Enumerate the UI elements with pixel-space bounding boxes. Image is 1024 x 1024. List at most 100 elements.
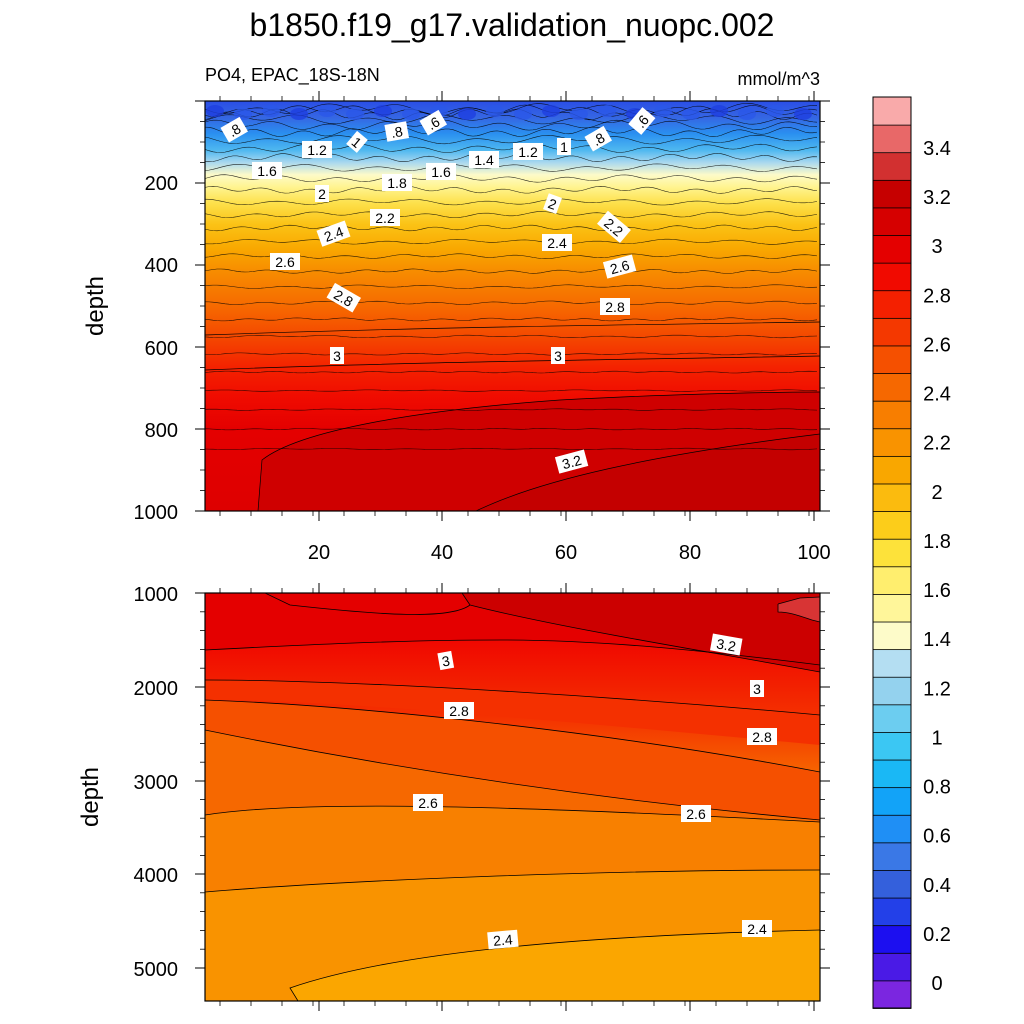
upper-x-tick-labels: 20 40 60 80 100 [308, 542, 831, 564]
surface-blob [290, 108, 308, 120]
surface-blob [458, 108, 476, 120]
colorbar-label: 2.2 [923, 433, 951, 455]
contour-label-text: 3 [441, 652, 452, 669]
contour-label: 3.2 [710, 633, 743, 656]
contour-line [257, 391, 820, 511]
x-tick-label: 100 [797, 542, 830, 564]
surface-blob [794, 108, 812, 120]
contour-line [777, 596, 820, 623]
colorbar-bin [872, 234, 912, 264]
colorbar-bin [872, 814, 912, 844]
contour-label-box [315, 185, 329, 202]
surface-blob [486, 105, 504, 117]
contour-label-box [330, 347, 344, 364]
contour-line [205, 119, 818, 131]
contour-label: 1 [557, 138, 571, 155]
colorbar-bin [872, 869, 912, 899]
contour-label-text: 1 [560, 139, 568, 155]
colorbar-label: 2.6 [923, 334, 951, 356]
upper-panel: depth 200 400 600 800 1000 20 40 60 80 1… [82, 91, 831, 564]
chart-title: b1850.f19_g17.validation_nuopc.002 [250, 7, 775, 43]
contour-label-box [437, 650, 455, 671]
contour-label-text: 3 [333, 348, 341, 364]
contour-label-box [487, 929, 519, 950]
contour-label: .8 [384, 121, 410, 142]
y-tick-label: 600 [145, 338, 178, 360]
colorbar-label: 0 [931, 973, 942, 995]
colorbar-label: 1 [931, 727, 942, 749]
colorbar-bin [872, 317, 912, 347]
contour-label: 2.4 [542, 234, 572, 251]
contour-label: 1.4 [469, 151, 499, 168]
colorbar-bin [872, 786, 912, 816]
contour-label-box [426, 163, 456, 180]
surface-blob [738, 108, 756, 120]
y-tick-label: 5000 [134, 959, 179, 981]
colorbar-label: 0.2 [923, 924, 951, 946]
lower-y-axis-label: depth [77, 767, 104, 827]
y-tick-label: 800 [145, 420, 178, 442]
contour-line [205, 321, 820, 336]
colorbar-bin [872, 621, 912, 651]
y-tick-label: 400 [145, 255, 178, 277]
contour-label-box [747, 728, 777, 745]
contour-label-box [370, 209, 400, 226]
upper-y-axis-label: depth [82, 276, 109, 336]
surface-blob [542, 105, 560, 117]
contour-label-text: 2.6 [418, 795, 438, 811]
contour-line [461, 593, 820, 673]
contour-label-text: 3.2 [560, 452, 583, 473]
colorbar-bin [872, 648, 912, 678]
upper-deepest-region [476, 434, 820, 511]
surface-blob [710, 105, 728, 117]
contour-line [205, 447, 818, 451]
contour-label-box [316, 220, 351, 247]
lower-region-28a [205, 680, 820, 745]
surface-blob [654, 105, 672, 117]
lower-contour-labels: 3 3.2 3 2.8 2.8 2.6 2.6 2.4 2.4 [413, 633, 777, 950]
contour-line [205, 355, 820, 371]
contour-label-box [326, 282, 361, 313]
contour-label: 3 [551, 347, 565, 364]
contour-label-box [346, 130, 368, 153]
colorbar-bin [872, 96, 912, 126]
contour-label: 3 [750, 680, 764, 697]
surface-blob [766, 105, 784, 117]
contour-line [475, 433, 820, 511]
upper-surface-waves [206, 105, 812, 120]
lower-region-28b [205, 700, 820, 820]
contour-label: .8 [220, 116, 249, 143]
contour-line [205, 869, 820, 893]
contour-line [205, 253, 818, 259]
surface-blob [262, 105, 280, 117]
lower-ticks [195, 583, 830, 1011]
contour-line [205, 211, 818, 218]
surface-blob [206, 105, 224, 117]
contour-line [205, 317, 818, 322]
contour-line [205, 268, 818, 274]
contour-label-box [710, 633, 743, 656]
contour-label-box [628, 107, 656, 135]
contour-line [205, 389, 818, 392]
contour-label-text: 3 [554, 348, 562, 364]
contour-line [264, 593, 471, 615]
contour-label: .6 [628, 107, 656, 135]
colorbar [872, 96, 912, 1009]
contour-line [205, 699, 820, 773]
contour-line [205, 729, 820, 821]
contour-label-text: 1.8 [387, 175, 407, 191]
contour-label: 2.6 [681, 805, 711, 822]
contour-label-text: 1.6 [431, 164, 451, 180]
lower-region-24 [290, 930, 820, 1001]
contour-line [205, 163, 818, 172]
contour-line [205, 198, 818, 206]
x-tick-label: 60 [555, 542, 577, 564]
colorbar-bin [872, 565, 912, 595]
colorbar-bin [872, 345, 912, 374]
x-tick-label: 40 [431, 542, 453, 564]
colorbar-label: 3 [931, 236, 942, 258]
contour-label: 2.4 [487, 929, 519, 950]
lower-region-34 [778, 597, 820, 622]
contour-label-text: 2.4 [747, 921, 767, 937]
